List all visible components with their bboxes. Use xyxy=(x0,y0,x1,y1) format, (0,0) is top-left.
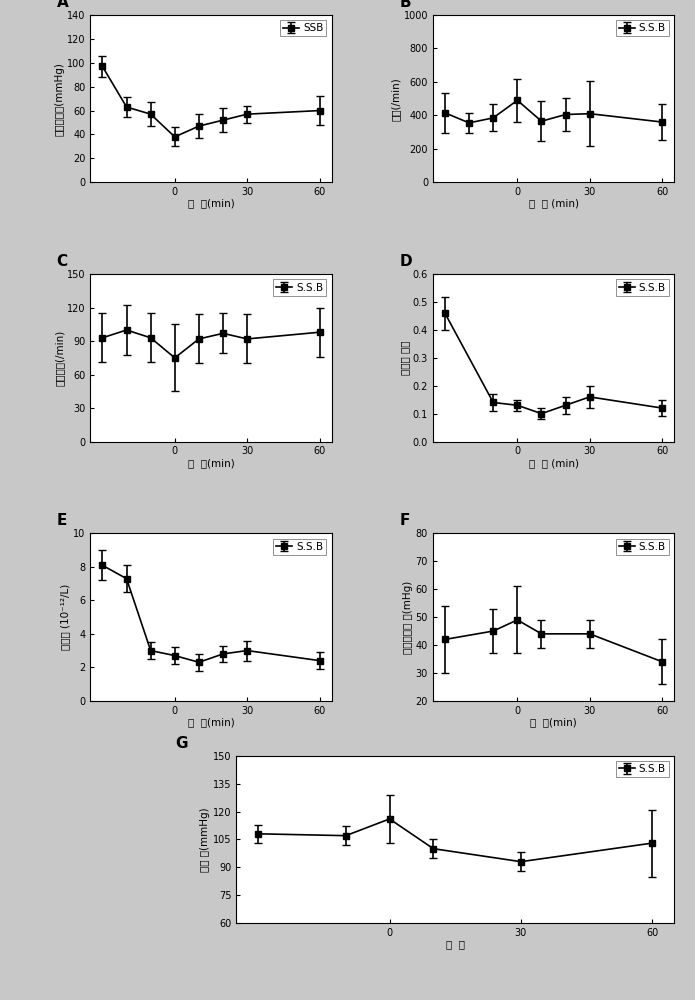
Text: B: B xyxy=(399,0,411,10)
Legend: S.S.B: S.S.B xyxy=(616,539,669,555)
X-axis label: 时  间 (min): 时 间 (min) xyxy=(528,199,578,209)
Y-axis label: 呼吸频率(/min): 呼吸频率(/min) xyxy=(54,330,64,386)
Text: D: D xyxy=(399,254,411,269)
Legend: S.S.B: S.S.B xyxy=(616,761,669,777)
X-axis label: 时  间(min): 时 间(min) xyxy=(188,458,234,468)
Legend: S.S.B: S.S.B xyxy=(616,20,669,36)
Y-axis label: 二氧化碳分 压(mHg): 二氧化碳分 压(mHg) xyxy=(403,580,413,654)
X-axis label: 时  间(min): 时 间(min) xyxy=(530,717,577,727)
Y-axis label: 氧分 压(mmHg): 氧分 压(mmHg) xyxy=(200,807,210,872)
Text: G: G xyxy=(175,736,188,751)
X-axis label: 时  间(min): 时 间(min) xyxy=(188,199,234,209)
Y-axis label: 红细胞 压积: 红细胞 压积 xyxy=(400,341,410,375)
Y-axis label: 心率(/min): 心率(/min) xyxy=(391,77,401,121)
X-axis label: 时  间 (min): 时 间 (min) xyxy=(528,458,578,468)
Legend: S.S.B: S.S.B xyxy=(273,279,327,296)
X-axis label: 时  间: 时 间 xyxy=(445,939,465,949)
Text: C: C xyxy=(56,254,67,269)
Legend: S.S.B: S.S.B xyxy=(273,539,327,555)
Y-axis label: 平均动脉压(mmHg): 平均动脉压(mmHg) xyxy=(54,62,64,136)
X-axis label: 时  间(min): 时 间(min) xyxy=(188,717,234,727)
Text: E: E xyxy=(56,513,67,528)
Text: F: F xyxy=(399,513,409,528)
Legend: SSB: SSB xyxy=(280,20,327,36)
Y-axis label: 红细胞 (10⁻¹²/L): 红细胞 (10⁻¹²/L) xyxy=(60,584,70,650)
Text: A: A xyxy=(56,0,68,10)
Legend: S.S.B: S.S.B xyxy=(616,279,669,296)
